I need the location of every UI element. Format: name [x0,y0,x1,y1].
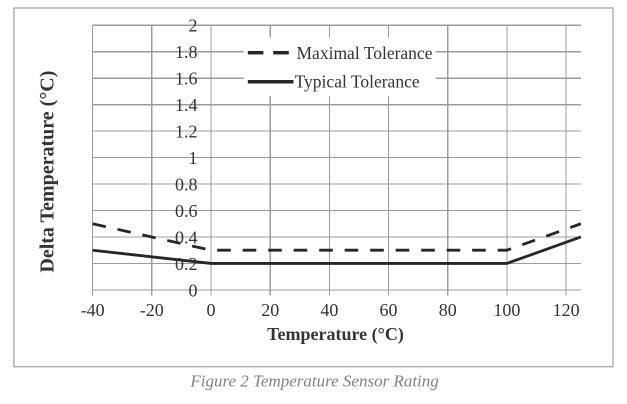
svg-text:60: 60 [380,300,398,320]
svg-text:0.2: 0.2 [175,254,198,274]
svg-text:20: 20 [261,300,279,320]
svg-text:100: 100 [493,300,520,320]
svg-text:2: 2 [189,16,198,36]
svg-text:1.4: 1.4 [175,95,198,115]
svg-text:-40: -40 [81,300,105,320]
svg-text:Delta Temperature (°C): Delta Temperature (°C) [37,71,59,273]
svg-text:0.4: 0.4 [175,227,198,247]
svg-text:0: 0 [207,300,216,320]
svg-text:0.6: 0.6 [175,201,198,221]
svg-text:Figure 2 Temperature Sensor Ra: Figure 2 Temperature Sensor Rating [189,371,438,390]
svg-text:-20: -20 [140,300,164,320]
svg-text:1.2: 1.2 [175,122,198,142]
svg-text:1.8: 1.8 [175,42,198,62]
svg-text:1: 1 [189,148,198,168]
svg-text:120: 120 [553,300,580,320]
svg-text:0: 0 [189,280,198,300]
svg-text:Typical Tolerance: Typical Tolerance [295,72,420,92]
svg-text:0.8: 0.8 [175,175,198,195]
svg-text:1.6: 1.6 [175,69,198,89]
svg-text:80: 80 [439,300,457,320]
svg-text:40: 40 [320,300,338,320]
svg-text:Maximal Tolerance: Maximal Tolerance [297,43,433,63]
svg-text:Temperature (°C): Temperature (°C) [267,324,404,345]
